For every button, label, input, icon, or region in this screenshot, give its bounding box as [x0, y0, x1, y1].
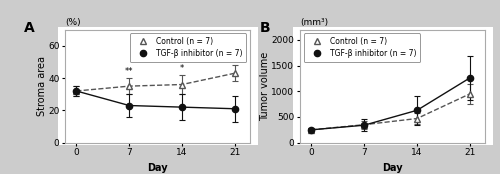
TGF-β inhibitor (n = 7): [74, 90, 80, 92]
Control (n = 7): [308, 129, 314, 131]
Legend: Control (n = 7), TGF-β inhibitor (n = 7): Control (n = 7), TGF-β inhibitor (n = 7): [304, 33, 420, 62]
Control (n = 7): [179, 84, 185, 86]
TGF-β inhibitor (n = 7): [126, 104, 132, 106]
Control (n = 7): [74, 90, 80, 92]
TGF-β inhibitor (n = 7): [361, 124, 367, 126]
Line: TGF-β inhibitor (n = 7): TGF-β inhibitor (n = 7): [308, 75, 473, 133]
Text: (%): (%): [65, 18, 80, 27]
Control (n = 7): [126, 85, 132, 87]
Text: *: *: [180, 64, 184, 73]
Text: ***: ***: [228, 53, 241, 62]
TGF-β inhibitor (n = 7): [308, 129, 314, 131]
X-axis label: Day: Day: [382, 163, 403, 173]
Control (n = 7): [467, 93, 473, 95]
Line: TGF-β inhibitor (n = 7): TGF-β inhibitor (n = 7): [73, 88, 238, 112]
Legend: Control (n = 7), TGF-β inhibitor (n = 7): Control (n = 7), TGF-β inhibitor (n = 7): [130, 33, 246, 62]
Line: Control (n = 7): Control (n = 7): [73, 70, 238, 94]
TGF-β inhibitor (n = 7): [414, 109, 420, 111]
Y-axis label: Tumor volume: Tumor volume: [260, 52, 270, 121]
X-axis label: Day: Day: [147, 163, 168, 173]
Control (n = 7): [414, 117, 420, 120]
Line: Control (n = 7): Control (n = 7): [308, 91, 473, 133]
Control (n = 7): [361, 124, 367, 126]
Y-axis label: Stroma area: Stroma area: [36, 56, 46, 116]
Text: (mm³): (mm³): [300, 18, 328, 27]
Text: B: B: [260, 21, 270, 34]
Text: A: A: [24, 21, 35, 34]
TGF-β inhibitor (n = 7): [232, 108, 238, 110]
TGF-β inhibitor (n = 7): [179, 106, 185, 108]
TGF-β inhibitor (n = 7): [467, 77, 473, 79]
Control (n = 7): [232, 72, 238, 74]
Text: **: **: [125, 68, 134, 76]
